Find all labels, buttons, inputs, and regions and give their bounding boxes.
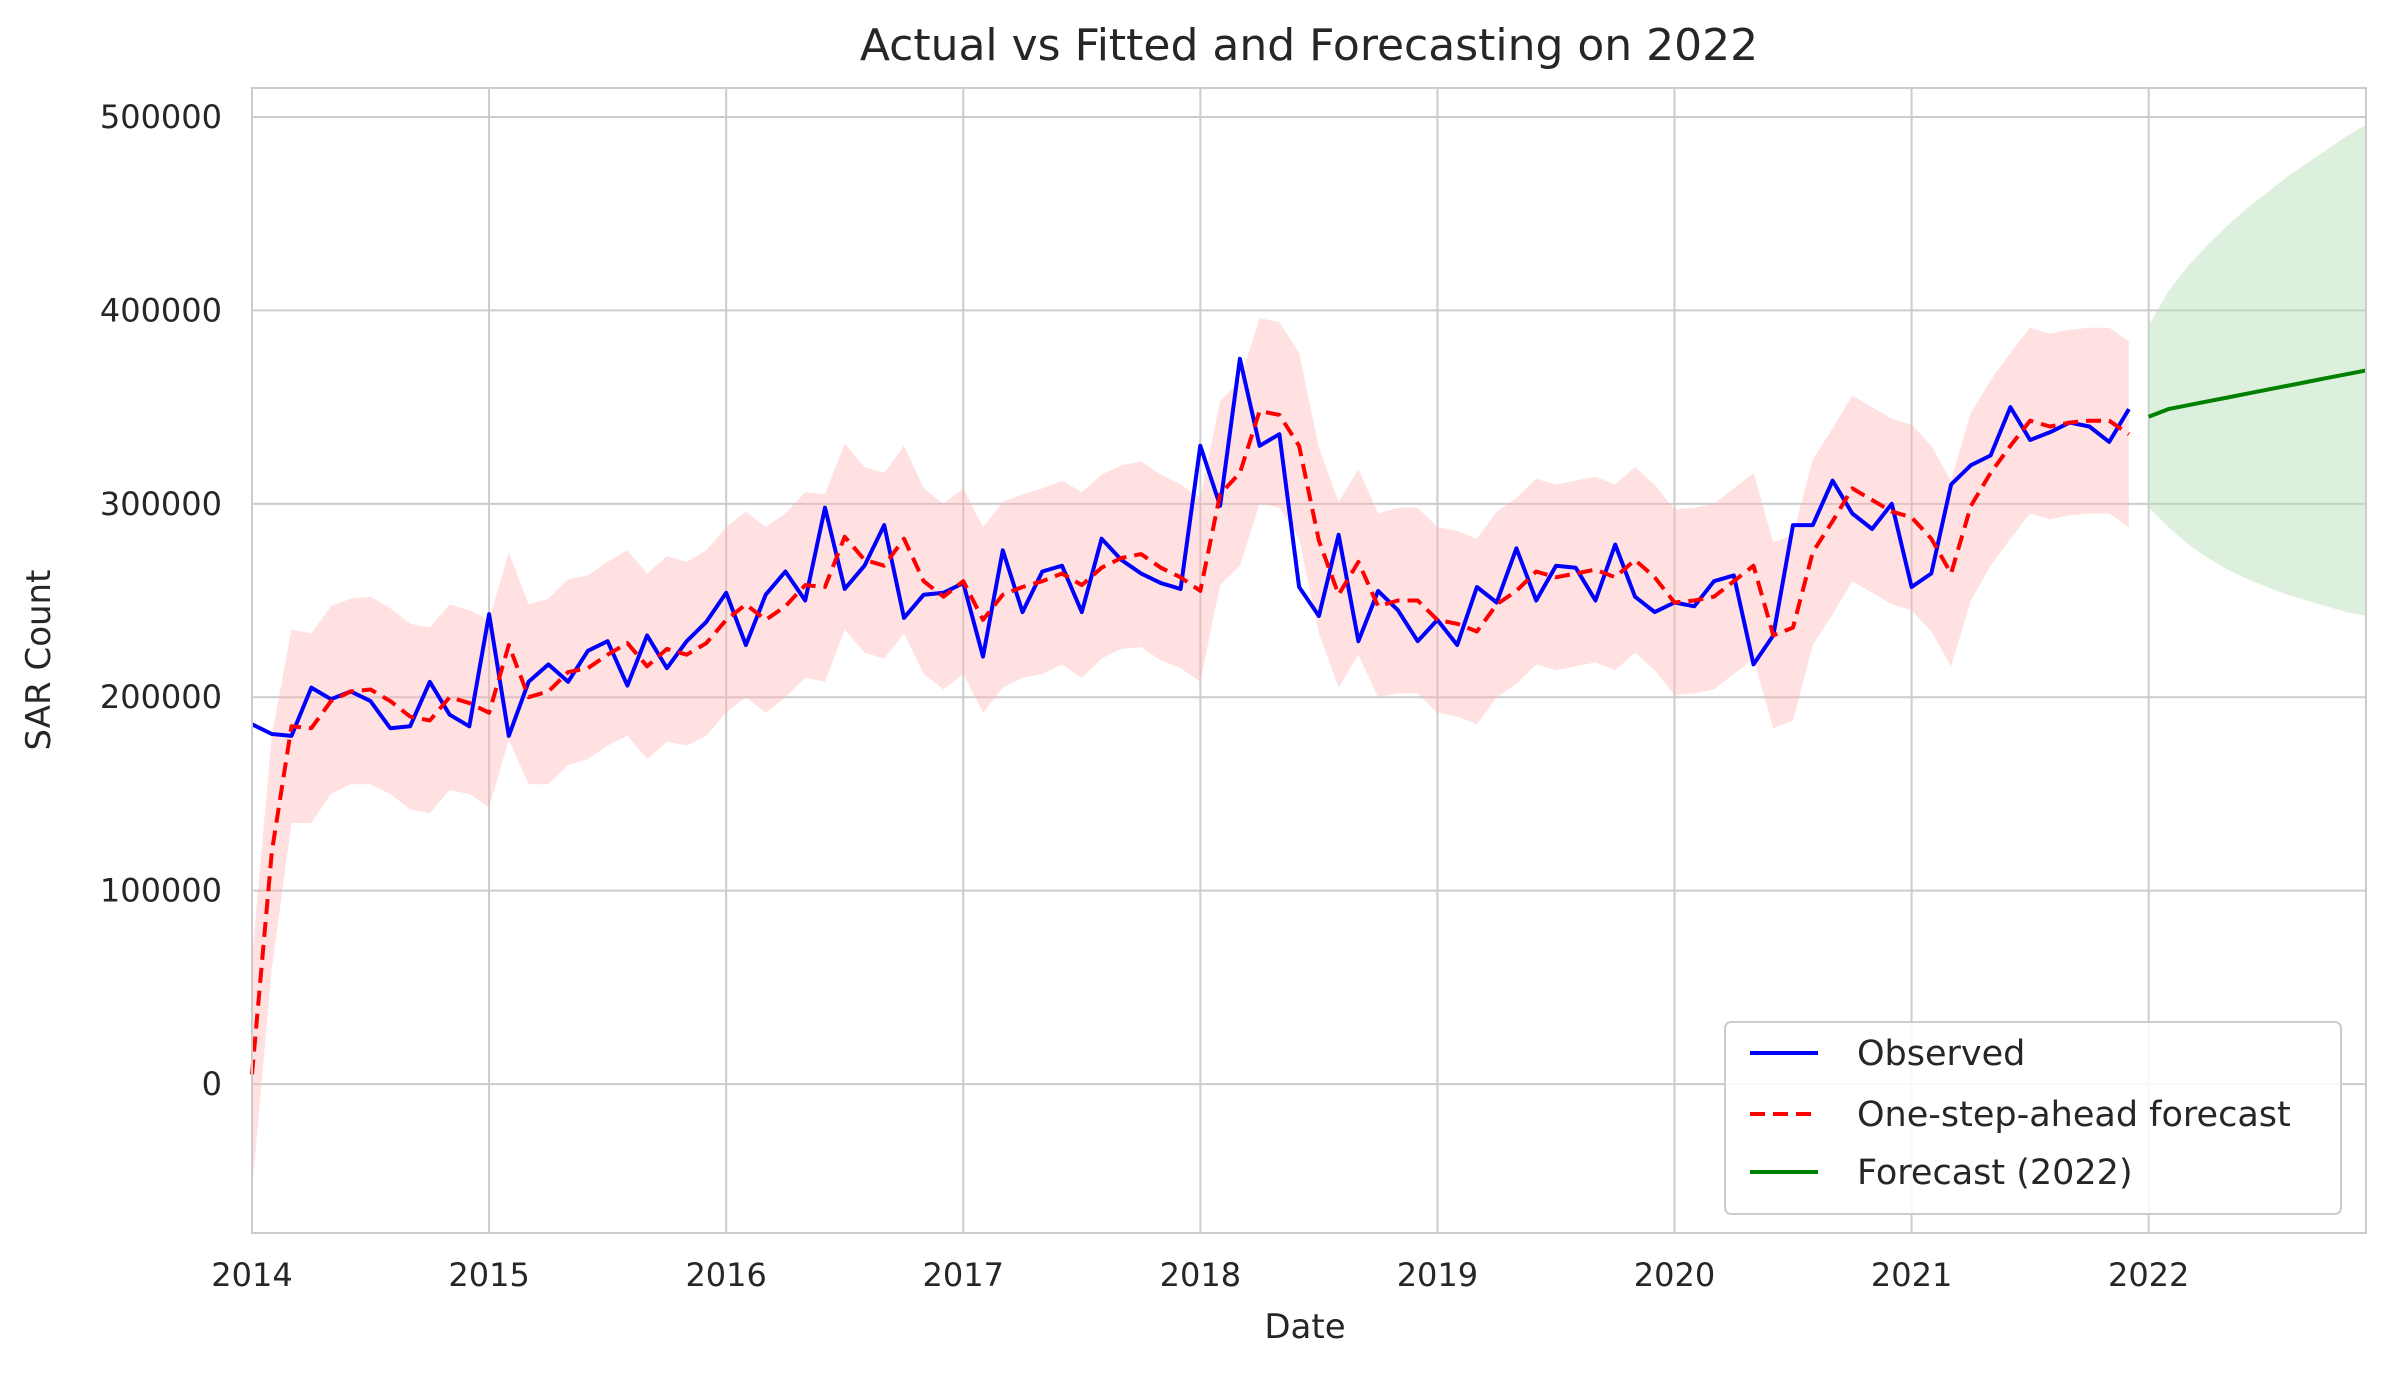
legend: Observed One-step-ahead forecast Forecas… (1724, 1021, 2342, 1215)
y-axis-label: SAR Count (19, 570, 59, 751)
y-tick-label: 0 (202, 1065, 222, 1103)
y-tick-label: 100000 (100, 872, 222, 910)
y-gridlines (252, 116, 2366, 1086)
x-tick-label: 2019 (1397, 1256, 1478, 1294)
x-tick-label: 2014 (211, 1256, 292, 1294)
fitted-confidence-band (252, 318, 2129, 1191)
x-tick-label: 2021 (1871, 1256, 1952, 1294)
legend-label-forecast: Forecast (2022) (1857, 1153, 2133, 1193)
confidence-bands (252, 124, 2366, 1191)
y-tick-labels: 0 100000 200000 300000 400000 500000 (100, 98, 222, 1103)
x-tick-label: 2016 (685, 1256, 766, 1294)
legend-box (1724, 1021, 2342, 1215)
forecast-line (2147, 368, 2367, 419)
legend-label-observed: Observed (1857, 1034, 2025, 1074)
x-tick-label: 2017 (923, 1256, 1004, 1294)
x-axis-label: Date (1264, 1307, 1345, 1347)
x-tick-label: 2020 (1634, 1256, 1715, 1294)
x-tick-label: 2018 (1160, 1256, 1241, 1294)
x-tick-label: 2022 (2108, 1256, 2189, 1294)
y-tick-label: 200000 (100, 678, 222, 716)
x-tick-labels: 2014 2015 2016 2017 2018 2019 2020 2021 2022 (211, 1256, 2189, 1294)
chart-title: Actual vs Fitted and Forecasting on 2022 (860, 20, 1758, 71)
forecast-confidence-band (2148, 124, 2366, 616)
series-lines (250, 356, 2367, 1075)
plot-border (251, 87, 2367, 1234)
fitted-line (250, 409, 2131, 1075)
x-tick-label: 2015 (448, 1256, 529, 1294)
y-tick-label: 400000 (100, 291, 222, 329)
y-tick-label: 500000 (100, 98, 222, 136)
legend-label-fitted: One-step-ahead forecast (1857, 1095, 2291, 1135)
y-tick-label: 300000 (100, 485, 222, 523)
observed-line (251, 356, 2131, 738)
